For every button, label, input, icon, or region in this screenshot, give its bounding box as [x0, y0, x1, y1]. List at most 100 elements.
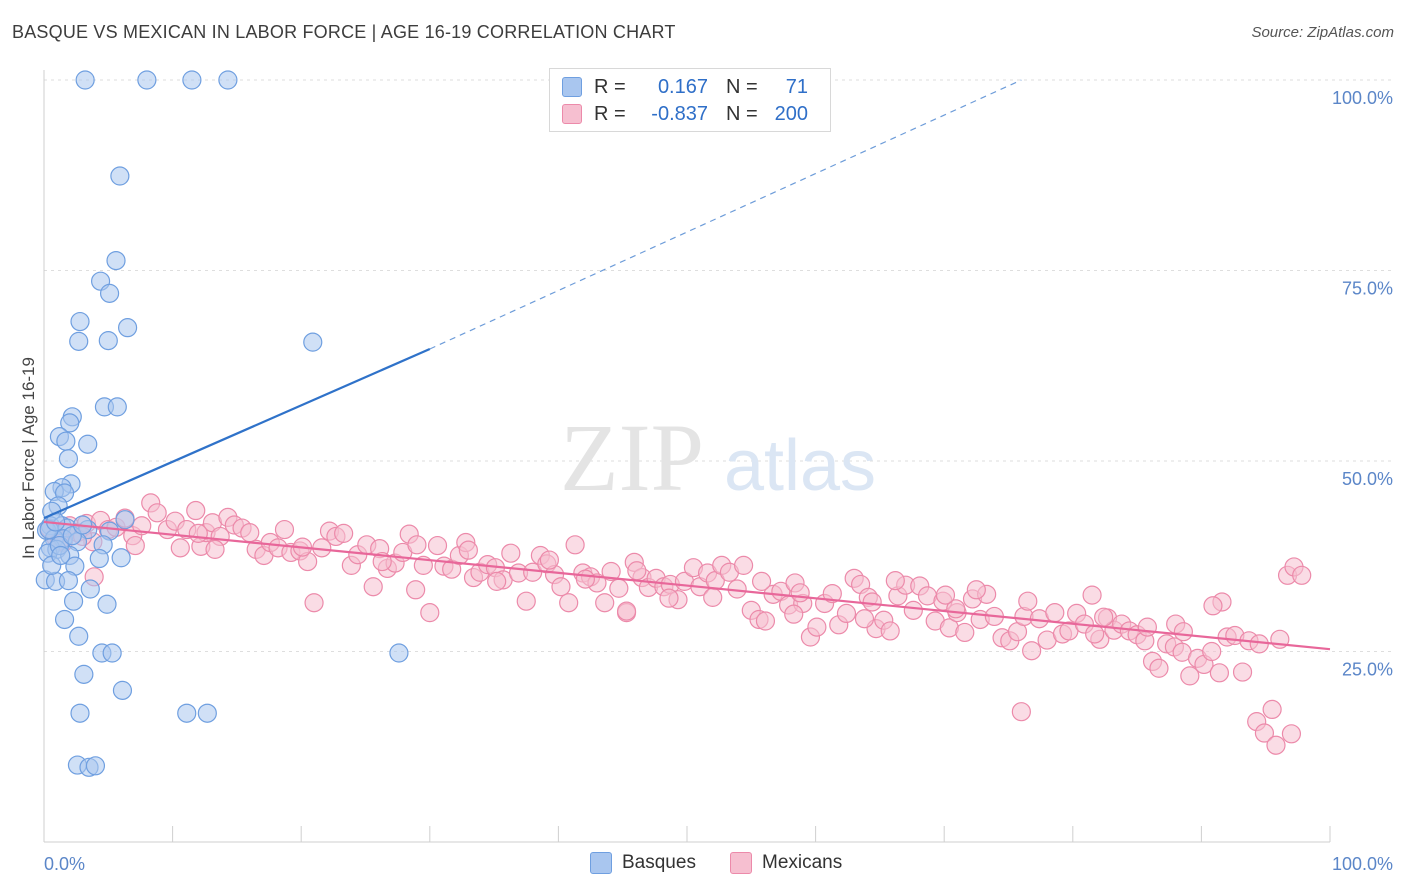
- mexican-point: [1018, 591, 1038, 611]
- basque-point: [102, 643, 122, 663]
- basques-swatch: [562, 77, 582, 97]
- basque-point: [89, 548, 109, 569]
- basque-point: [111, 548, 131, 568]
- x-tick-label: 100.0%: [1332, 854, 1393, 874]
- y-tick-labels: 25.0% 50.0% 75.0% 100.0%: [1332, 88, 1393, 680]
- basque-point: [58, 571, 79, 591]
- mexican-point: [575, 569, 596, 589]
- mexican-point: [516, 591, 536, 611]
- basques-swatch: [590, 852, 612, 874]
- mexican-point: [601, 561, 621, 582]
- mexican-point: [1137, 617, 1157, 637]
- r-value: -0.837: [651, 102, 708, 125]
- basque-point: [80, 579, 100, 599]
- mexican-point: [935, 585, 956, 605]
- mexican-point: [304, 593, 324, 613]
- basque-point: [112, 680, 133, 700]
- mexican-point: [862, 592, 882, 612]
- mexican-point: [406, 580, 426, 600]
- mexican-point: [1022, 641, 1042, 661]
- x-tick-labels: 0.0% 100.0%: [44, 854, 1393, 874]
- mexican-point: [274, 519, 295, 540]
- mexican-point: [1094, 607, 1114, 627]
- mexican-point: [186, 500, 206, 521]
- basque-point: [51, 545, 71, 566]
- mexican-point: [616, 601, 637, 621]
- basque-point: [137, 70, 157, 90]
- legend-item-basques[interactable]: Basques: [590, 852, 696, 874]
- mexican-point: [659, 588, 679, 608]
- x-tick-label: 0.0%: [44, 854, 85, 874]
- r-label: R =: [594, 102, 626, 125]
- mexican-point: [240, 523, 260, 543]
- mexican-point: [955, 622, 975, 643]
- basque-point: [85, 756, 106, 776]
- mexican-point: [458, 540, 478, 560]
- y-tick-label: 25.0%: [1342, 660, 1393, 680]
- mexican-point: [125, 535, 145, 556]
- axes: [43, 70, 1331, 843]
- mexican-point: [551, 577, 571, 597]
- n-value: 71: [785, 75, 808, 98]
- basque-point: [177, 703, 197, 723]
- mexican-point: [822, 583, 842, 604]
- mexican-point: [147, 503, 167, 523]
- mexican-point: [1209, 663, 1230, 683]
- svg-text:ZIP: ZIP: [560, 404, 704, 511]
- mexican-point: [1266, 735, 1286, 755]
- mexican-point: [790, 583, 810, 603]
- basque-point: [197, 703, 217, 723]
- mexican-point: [1180, 666, 1200, 686]
- mexican-point: [880, 621, 900, 641]
- mexican-point: [407, 535, 427, 555]
- basque-point: [99, 283, 120, 303]
- mexican-point: [1085, 624, 1105, 644]
- mexican-point: [1232, 662, 1253, 682]
- y-tick-label: 100.0%: [1332, 88, 1393, 108]
- mexican-point: [372, 551, 392, 572]
- n-label: N =: [726, 75, 758, 98]
- basque-point: [182, 70, 202, 90]
- basque-point: [58, 449, 79, 469]
- trend-lines: [43, 79, 1331, 651]
- mexican-point: [1262, 699, 1282, 720]
- mexican-point: [565, 535, 585, 555]
- mexican-point: [755, 611, 776, 631]
- mexican-point: [1082, 585, 1102, 605]
- mexican-point: [427, 535, 448, 556]
- mexican-point: [1292, 565, 1312, 585]
- legend-item-mexicans[interactable]: Mexicans: [730, 852, 842, 874]
- basque-point: [69, 331, 89, 351]
- mexican-point: [966, 580, 986, 600]
- mexican-point: [885, 571, 905, 591]
- mexican-point: [420, 603, 440, 623]
- series-legend: Basques Mexicans: [0, 852, 1406, 878]
- basque-point: [117, 318, 138, 338]
- basque-point: [78, 434, 98, 454]
- mexican-point: [609, 578, 629, 598]
- mexican-point: [487, 571, 507, 591]
- basque-point: [303, 332, 323, 352]
- mexican-point: [334, 523, 354, 543]
- mexican-point: [1149, 658, 1169, 678]
- mexican-point: [559, 593, 579, 613]
- y-tick-label: 75.0%: [1342, 279, 1393, 299]
- basques-points: [35, 70, 409, 777]
- basque-point: [110, 166, 130, 186]
- basque-point: [56, 431, 76, 451]
- mexican-point: [1011, 702, 1031, 722]
- r-value: 0.167: [657, 75, 708, 98]
- watermark: ZIP atlas: [560, 404, 876, 511]
- basque-point: [75, 70, 95, 90]
- basque-point: [98, 331, 118, 351]
- basque-point: [389, 643, 409, 663]
- y-axis-label: In Labor Force | Age 16-19: [19, 357, 38, 559]
- n-value: 200: [774, 102, 808, 125]
- legend-label: Mexicans: [762, 852, 843, 873]
- mexican-point: [854, 609, 875, 629]
- mexican-point: [1202, 641, 1222, 662]
- basques-trend-extension: [429, 79, 1022, 350]
- mexican-point: [733, 555, 754, 575]
- basque-point: [74, 664, 94, 684]
- basque-point: [63, 591, 84, 611]
